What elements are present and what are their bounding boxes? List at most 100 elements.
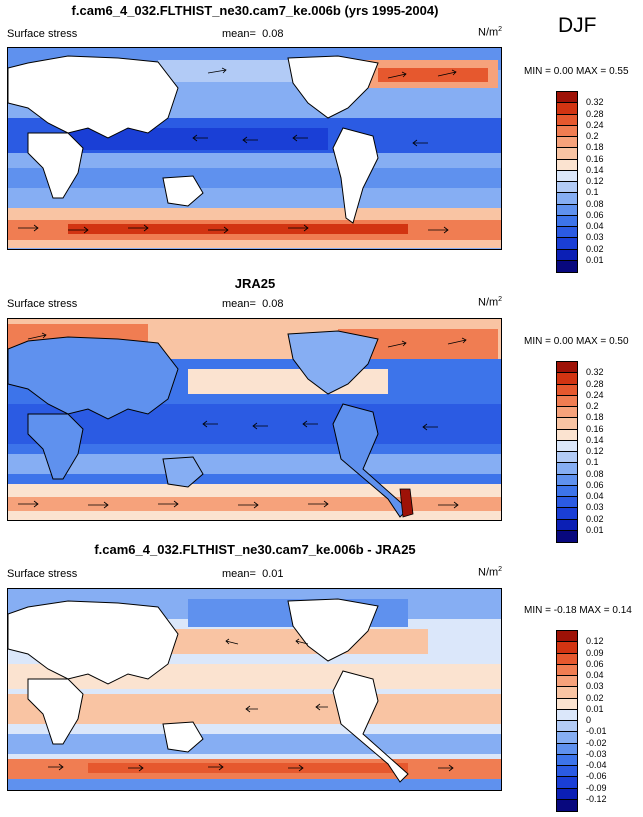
panel-2-continents xyxy=(8,330,409,518)
panel-3-south-america xyxy=(332,670,409,783)
panel-2-map xyxy=(7,318,502,521)
panel-1-title: f.cam6_4_032.FLTHIST_ne30.cam7_ke.006b (… xyxy=(71,3,439,18)
panel-3-title: f.cam6_4_032.FLTHIST_ne30.cam7_ke.006b -… xyxy=(94,542,416,557)
panel-1-colorbar-swatch xyxy=(557,238,577,250)
panel-3-colorbar-label: -0.03 xyxy=(586,748,607,759)
panel-2-colorbar-swatch xyxy=(557,497,577,509)
panel-2-min-value: 0.00 xyxy=(553,336,574,347)
panel-2-north-america xyxy=(287,330,379,395)
panel-3-map xyxy=(7,588,502,791)
panel-2-mean-value: 0.08 xyxy=(262,298,284,310)
panel-1-colorbar-swatch xyxy=(557,182,577,194)
panel-2-colorbar-label: 0.32 xyxy=(586,367,604,378)
panel-3-colorbar-swatch xyxy=(557,642,577,654)
panel-1-colorbar-label: 0.16 xyxy=(586,153,604,164)
panel-2-patagonia-max xyxy=(399,488,414,518)
panel-2-colorbar-label: 0.01 xyxy=(586,524,604,535)
panel-1-minmax: MIN = 0.00 MAX = 0.55 xyxy=(524,66,629,77)
panel-3-colorbar-swatch xyxy=(557,788,577,800)
panel-1-colorbar-swatch xyxy=(557,260,577,272)
panel-2-band-subtropics xyxy=(8,454,501,474)
panel-3-band-s-subtrop xyxy=(8,734,501,754)
panel-1-wind-vectors xyxy=(18,67,457,234)
panel-3-colorbar-swatch xyxy=(557,709,577,721)
panel-3-mean-label: mean= xyxy=(222,568,256,580)
panel-2-australia xyxy=(162,456,204,488)
panel-2-colorbar-label: 0.08 xyxy=(586,468,604,479)
panel-2-colorbar-swatch xyxy=(557,440,577,452)
panel-1-band-trade xyxy=(68,128,328,150)
panel-2-colorbar-label: 0.12 xyxy=(586,446,604,456)
panel-3-colorbar-swatch xyxy=(557,664,577,676)
panel-1-units-text: N/m xyxy=(478,26,499,39)
panel-1-colorbar-label: 0.01 xyxy=(586,254,604,265)
panel-1-colorbar-label: 0.1 xyxy=(586,187,599,198)
panel-3-variable-label: Surface stress xyxy=(7,568,78,580)
panel-1-max-label: MAX = xyxy=(575,66,607,77)
panel-3-colorbar-label: -0.02 xyxy=(586,737,607,748)
panel-2-colorbar-swatch xyxy=(557,485,577,497)
panel-1-colorbar-swatch xyxy=(557,215,577,227)
panel-1-units: N/m2 xyxy=(478,26,502,39)
panel-3-colorbar-swatch xyxy=(557,754,577,766)
panel-2-colorbar-swatch xyxy=(557,407,577,419)
panel-2-colorbar-swatch xyxy=(557,474,577,486)
panel-2-title: JRA25 xyxy=(234,276,276,291)
panel-1-colorbar-label: 0.03 xyxy=(586,232,604,243)
panel-1-band-n-atlantic-core xyxy=(378,68,488,82)
panel-1-band-so-max xyxy=(68,224,408,234)
panel-2-colorbar-swatch xyxy=(557,418,577,430)
panel-1-colorbar-label: 0.32 xyxy=(586,97,604,108)
panel-2-colorbar-swatch xyxy=(557,362,577,374)
panel-2-colorbar-swatch xyxy=(557,508,577,520)
panel-1-variable-label: Surface stress xyxy=(7,28,78,40)
panel-3-colorbar-label: -0.12 xyxy=(586,793,607,804)
panel-1-continents xyxy=(8,55,379,224)
panel-1-mean: mean= 0.08 xyxy=(222,28,284,40)
panel-1-south-america xyxy=(332,127,379,224)
panel-1-colorbar-swatch xyxy=(557,170,577,182)
panel-2-colorbar: 0.32 0.28 0.24 0.2 0.18 0.16 0.14 0.12 0.1 0.08 0.… xyxy=(556,361,604,543)
panel-1-colorbar-swatch xyxy=(557,249,577,261)
panel-1-colorbar-swatch xyxy=(557,114,577,126)
panel-2-min-label: MIN = xyxy=(524,336,551,347)
panel-3-colorbar-label: 0.04 xyxy=(586,670,604,680)
panel-2-colorbar-swatch xyxy=(557,463,577,475)
panel-1-colorbar-label: 0.04 xyxy=(586,221,604,231)
panel-3-colorbar: 0.12 0.09 0.06 0.04 0.03 0.02 0.01 0 -0.01 -0.02-… xyxy=(556,630,607,812)
panel-1-colorbar-label: 0.14 xyxy=(586,164,604,175)
panel-3-colorbar-label: 0.06 xyxy=(586,658,604,669)
panel-1-max-value: 0.55 xyxy=(609,66,629,77)
panel-2-colorbar-swatch xyxy=(557,373,577,385)
panel-3-colorbar-swatch xyxy=(557,653,577,665)
panel-1-colorbar-swatch xyxy=(557,159,577,171)
panel-2-eurasia xyxy=(8,336,179,420)
panel-1-colorbar-swatch xyxy=(557,92,577,104)
panel-1-africa xyxy=(27,132,84,199)
panel-2-africa xyxy=(27,413,84,480)
panel-3-min-value: -0.18 xyxy=(553,605,577,616)
panel-2-colorbar-swatch xyxy=(557,395,577,407)
panel-3-colorbar-swatches xyxy=(556,630,578,812)
panel-1-mean-label: mean= xyxy=(222,28,256,40)
panel-3-mean: mean= 0.01 xyxy=(222,568,284,580)
panel-2-colorbar-swatch xyxy=(557,384,577,396)
panel-3-colorbar-swatch xyxy=(557,631,577,643)
panel-3-colorbar-label: 0.12 xyxy=(586,636,604,647)
panel-2-colorbar-label: 0.28 xyxy=(586,378,604,389)
panel-3-colorbar-swatch xyxy=(557,676,577,688)
panel-2-colorbar-swatch xyxy=(557,452,577,464)
panel-2-wind-vectors xyxy=(18,332,467,509)
panel-2-units-sup: 2 xyxy=(498,296,503,303)
panel-3-max-label: MAX = xyxy=(579,605,610,616)
panel-1-colorbar-swatch xyxy=(557,148,577,160)
panel-2-colorbar-label: 0.18 xyxy=(586,412,604,423)
panel-3-colorbar-label: -0.01 xyxy=(586,726,607,737)
panel-3-colorbar-swatch xyxy=(557,687,577,699)
season-label: DJF xyxy=(558,14,597,37)
panel-2-colorbar-swatch xyxy=(557,530,577,542)
panel-3-map-svg xyxy=(8,589,501,790)
panel-1-colorbar-label: 0.12 xyxy=(586,176,604,186)
panel-1-colorbar-label: 0.18 xyxy=(586,142,604,153)
panel-1-colorbar-label: 0.08 xyxy=(586,198,604,209)
